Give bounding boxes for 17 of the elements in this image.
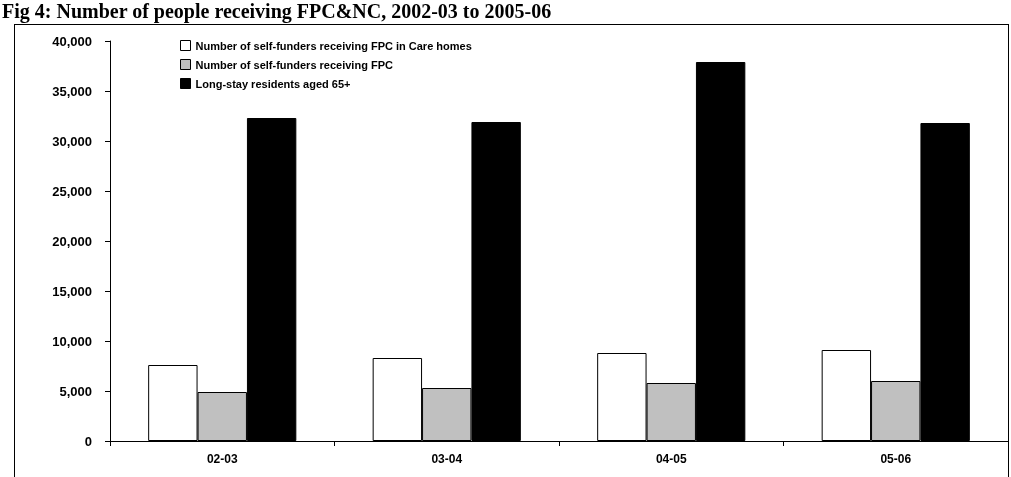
- y-tick-label: 35,000: [52, 83, 92, 99]
- x-tick-label: 02-03: [206, 452, 238, 466]
- x-tick-label: 05-06: [880, 452, 912, 466]
- y-tick-label: 0: [84, 433, 92, 449]
- legend-label: Long-stay residents aged 65+: [195, 77, 351, 90]
- y-tick-label: 30,000: [52, 133, 92, 149]
- y-tick-label: 20,000: [52, 233, 92, 249]
- legend-label: Number of self-funders receiving FPC: [195, 58, 393, 71]
- y-tick-label: 15,000: [52, 283, 92, 299]
- y-tick-label: 10,000: [52, 333, 92, 349]
- x-tick-label: 03-04: [431, 452, 463, 466]
- y-tick-label: 5,000: [59, 383, 92, 399]
- y-tick-label: 40,000: [52, 33, 92, 49]
- x-tick-label: 04-05: [655, 452, 687, 466]
- legend-label: Number of self-funders receiving FPC in Care homes: [195, 39, 472, 52]
- chart-title: Fig 4: Number of people receiving FPC&NC, 2002-03 to 2005-06: [2, 0, 552, 23]
- y-tick-label: 25,000: [52, 183, 92, 199]
